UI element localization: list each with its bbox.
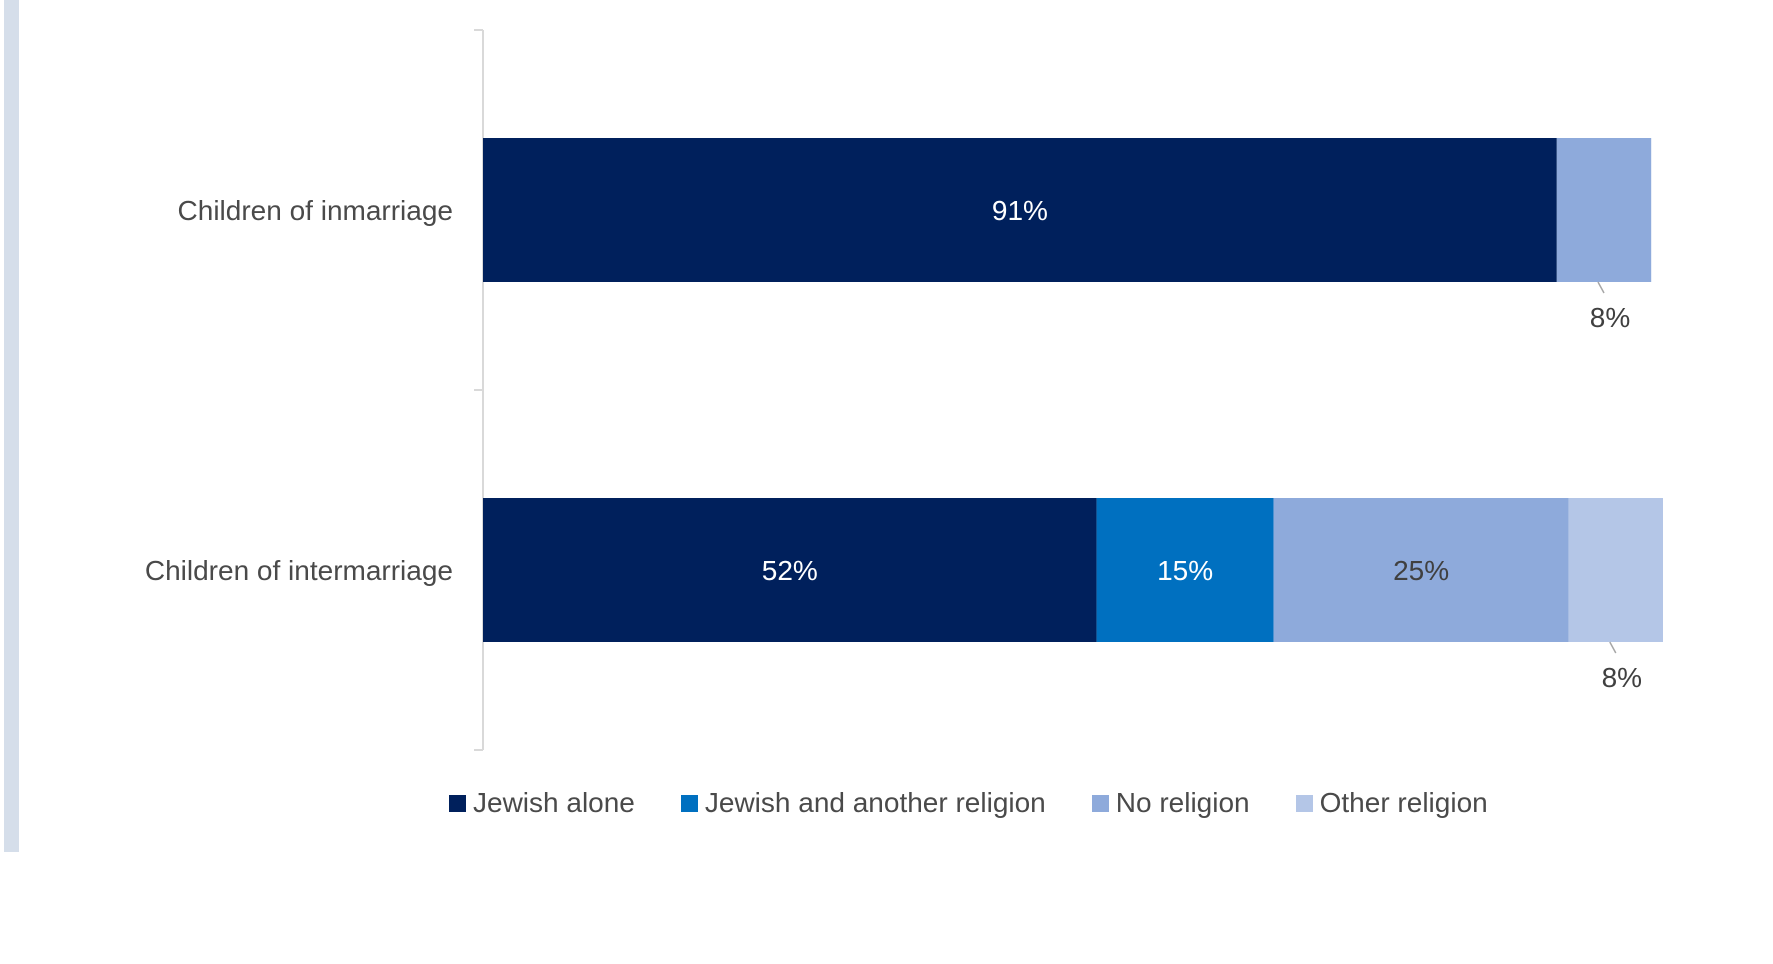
legend-swatch-other-religion <box>1295 794 1313 812</box>
data-label-jewish-alone-children-of-intermarriage: 52% <box>762 555 818 586</box>
legend-item-jewish-alone: Jewish alone <box>449 787 635 819</box>
bar-no-religion-children-of-intermarriage <box>1273 498 1569 642</box>
legend-label-jewish-alone: Jewish alone <box>473 787 635 818</box>
category-label-children-of-intermarriage: Children of intermarriage <box>145 555 453 586</box>
bar-jewish-alone-children-of-inmarriage <box>483 138 1557 282</box>
legend-item-jewish-and-another-religion: Jewish and another religion <box>680 787 1046 819</box>
legend-swatch-no-religion <box>1091 794 1109 812</box>
data-label-no-religion-children-of-intermarriage: 25% <box>1393 555 1449 586</box>
bar-no-religion-children-of-inmarriage <box>1556 138 1652 282</box>
leader-line-no-religion-children-of-inmarriage <box>1597 281 1605 294</box>
page-edge-rule <box>4 0 19 852</box>
legend-label-no-religion: No religion <box>1115 787 1250 818</box>
data-label-other-religion-children-of-intermarriage: 8% <box>1602 662 1642 693</box>
data-label-jewish-alone-children-of-inmarriage: 91% <box>992 195 1048 226</box>
data-label-no-religion-children-of-inmarriage: 8% <box>1590 302 1630 333</box>
data-label-jewish-and-another-religion-children-of-intermarriage: 15% <box>1157 555 1213 586</box>
legend-swatch-jewish-alone <box>449 794 466 812</box>
bar-jewish-and-another-religion-children-of-intermarriage <box>1096 498 1274 642</box>
legend-item-no-religion: No religion <box>1091 787 1250 819</box>
category-label-children-of-inmarriage: Children of inmarriage <box>178 195 453 226</box>
bar-other-religion-children-of-intermarriage <box>1568 498 1663 642</box>
legend-label-jewish-and-another-religion: Jewish and another religion <box>704 787 1046 818</box>
bar-jewish-alone-children-of-intermarriage <box>483 498 1097 642</box>
leader-line-other-religion-children-of-intermarriage <box>1609 641 1617 654</box>
legend: Jewish alone Jewish and another religion… <box>449 783 1534 823</box>
legend-swatch-jewish-and-another-religion <box>680 794 698 812</box>
legend-item-other-religion: Other religion <box>1295 787 1488 819</box>
legend-label-other-religion: Other religion <box>1319 787 1488 818</box>
